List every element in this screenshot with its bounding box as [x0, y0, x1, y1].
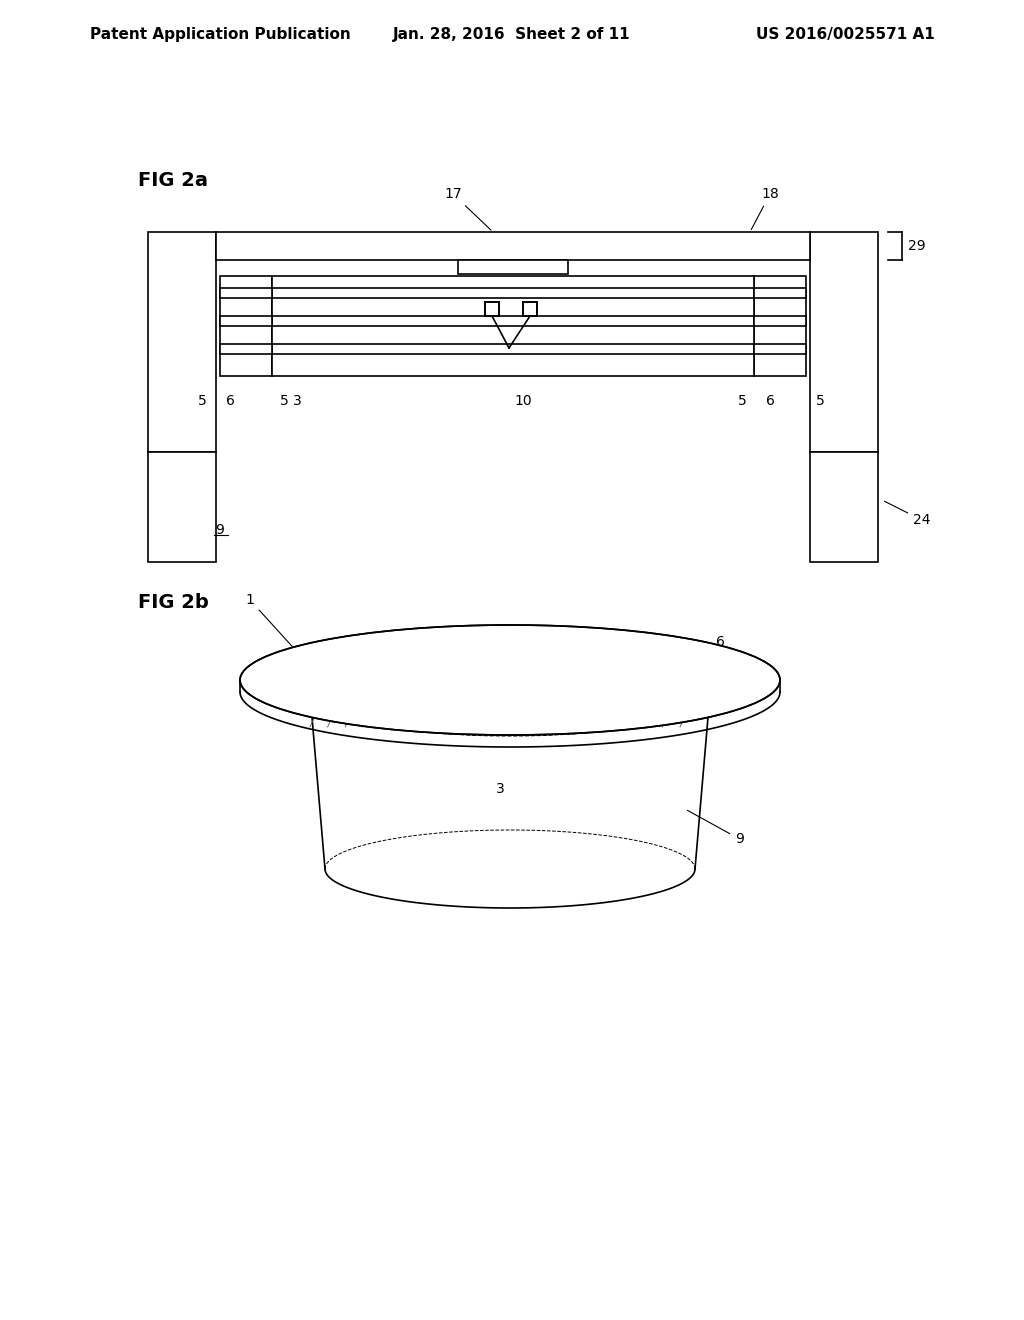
Text: 9: 9 — [216, 523, 224, 537]
Bar — [220, 315, 272, 326]
Bar — [754, 315, 806, 326]
Bar — [485, 302, 499, 315]
Bar — [220, 276, 272, 376]
Bar — [148, 232, 216, 451]
Bar — [272, 315, 754, 326]
Text: 17: 17 — [444, 187, 490, 230]
Text: 6: 6 — [766, 393, 774, 408]
Text: 6: 6 — [682, 635, 724, 682]
Text: 4: 4 — [445, 635, 478, 684]
Text: 5: 5 — [280, 393, 289, 408]
Bar — [754, 276, 806, 376]
Text: 29: 29 — [908, 239, 926, 253]
Text: Patent Application Publication: Patent Application Publication — [90, 28, 351, 42]
Text: 10: 10 — [514, 393, 531, 408]
Text: FIG 2a: FIG 2a — [138, 170, 208, 190]
Bar — [810, 451, 878, 562]
Bar — [810, 232, 878, 451]
Bar — [754, 288, 806, 298]
Bar — [754, 345, 806, 354]
Ellipse shape — [400, 672, 620, 715]
Bar — [502, 686, 518, 702]
Text: 3: 3 — [496, 781, 505, 796]
Bar — [272, 345, 754, 354]
Text: 5: 5 — [816, 393, 824, 408]
Text: 3: 3 — [293, 393, 301, 408]
Bar — [523, 302, 537, 315]
Bar — [458, 260, 568, 275]
Bar — [220, 288, 272, 298]
Bar — [220, 345, 272, 354]
Bar — [272, 288, 754, 298]
Text: 18: 18 — [752, 187, 779, 230]
Ellipse shape — [240, 624, 780, 735]
Ellipse shape — [319, 656, 700, 733]
Text: FIG 2b: FIG 2b — [138, 593, 209, 611]
Bar — [148, 451, 216, 562]
Text: 24: 24 — [885, 502, 931, 527]
Text: Jan. 28, 2016  Sheet 2 of 11: Jan. 28, 2016 Sheet 2 of 11 — [393, 28, 631, 42]
Text: 9: 9 — [687, 810, 743, 846]
Text: 5: 5 — [198, 393, 207, 408]
Bar — [216, 232, 810, 260]
Text: 5: 5 — [737, 393, 746, 408]
Bar — [272, 276, 754, 376]
Text: 1: 1 — [246, 593, 298, 653]
Text: 6: 6 — [225, 393, 234, 408]
Text: US 2016/0025571 A1: US 2016/0025571 A1 — [757, 28, 935, 42]
